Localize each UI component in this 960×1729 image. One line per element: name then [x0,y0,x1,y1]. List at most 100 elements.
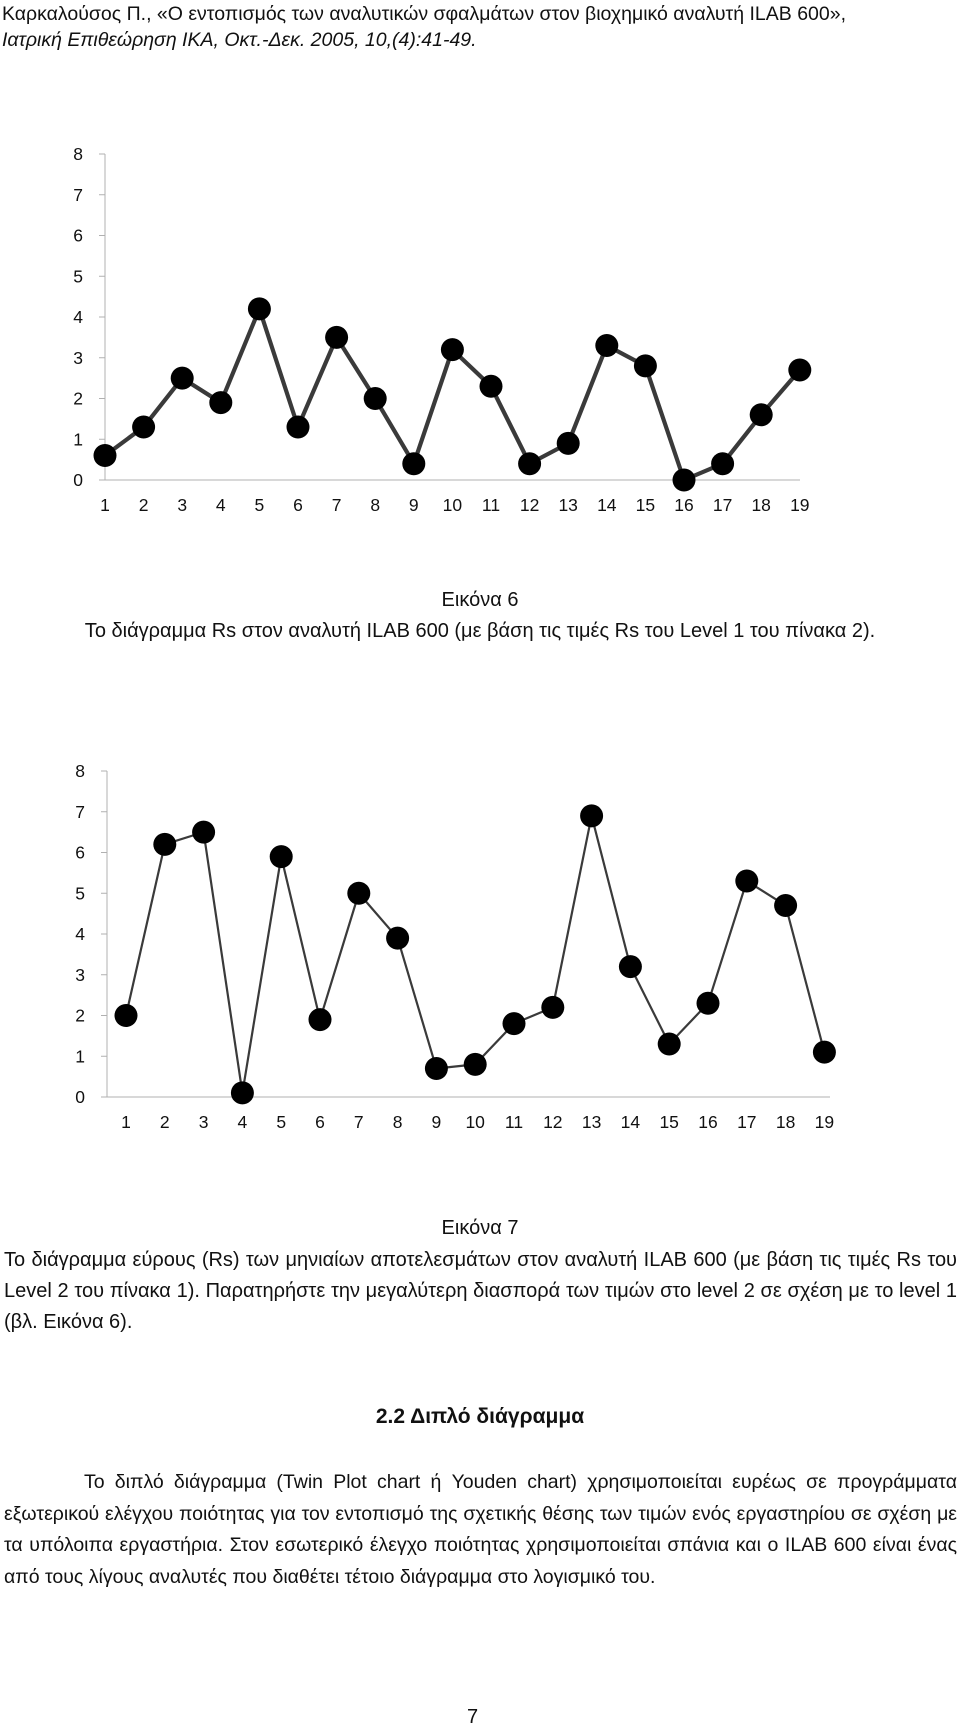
y-tick-label: 3 [73,348,83,368]
data-point [286,415,310,439]
data-point [402,452,426,476]
data-point [440,338,464,362]
data-point [192,820,216,844]
x-tick-label: 1 [100,495,110,515]
x-tick-label: 15 [659,1112,678,1132]
x-tick-label: 10 [443,495,463,515]
data-point [788,358,812,382]
data-point [153,832,177,856]
y-tick-label: 4 [75,924,85,944]
x-tick-label: 4 [238,1112,248,1132]
data-point [209,391,233,415]
data-point [672,468,696,492]
y-tick-label: 0 [73,470,83,490]
data-point [463,1052,487,1076]
figure-6-caption: Το διάγραμμα Rs στον αναλυτή ILAB 600 (μ… [84,620,876,642]
figure-7-label: Εικόνα 7 [441,1217,519,1239]
y-tick-label: 7 [75,802,85,822]
data-point [618,955,642,979]
data-point [711,452,735,476]
y-tick-label: 4 [73,307,83,327]
page-number: 7 [466,1706,479,1728]
x-tick-label: 17 [713,495,732,515]
data-point [812,1040,836,1064]
y-tick-label: 1 [73,429,83,449]
y-tick-label: 5 [75,883,85,903]
x-tick-label: 17 [737,1112,756,1132]
x-tick-label: 4 [216,495,226,515]
x-tick-label: 19 [790,495,809,515]
y-tick-label: 7 [73,185,83,205]
x-tick-label: 18 [751,495,770,515]
x-tick-label: 9 [432,1112,442,1132]
citation-line-1: Καρκαλούσος Π., «Ο εντοπισμός των αναλυτ… [2,3,847,25]
x-tick-label: 16 [674,495,693,515]
series-line [103,306,802,483]
x-tick-label: 13 [558,495,577,515]
data-point [93,444,117,468]
data-point [502,1012,526,1036]
x-tick-label: 11 [482,495,500,515]
x-tick-label: 9 [409,495,419,515]
x-tick-label: 13 [582,1112,601,1132]
y-tick-label: 8 [75,761,85,781]
section-heading: 2.2 Διπλό διάγραμμα [375,1405,585,1428]
data-point [308,1008,332,1032]
data-point [424,1056,448,1080]
x-tick-label: 15 [636,495,655,515]
data-point [580,804,604,828]
x-tick-label: 16 [698,1112,717,1132]
x-tick-label: 19 [815,1112,834,1132]
data-point [269,845,293,869]
figure-6-label: Εικόνα 6 [441,589,519,611]
y-tick-label: 8 [73,144,83,164]
y-tick-label: 1 [75,1046,85,1066]
x-tick-label: 5 [255,495,265,515]
x-tick-label: 11 [505,1112,523,1132]
data-point [774,893,798,917]
data-point [386,926,410,950]
series-line [124,814,826,1095]
data-point [541,995,565,1019]
x-tick-label: 12 [543,1112,562,1132]
y-tick-label: 6 [73,226,83,246]
y-tick-label: 6 [75,843,85,863]
y-tick-label: 3 [75,965,85,985]
data-point [657,1032,681,1056]
x-tick-label: 8 [370,495,380,515]
x-tick-label: 6 [315,1112,325,1132]
x-tick-label: 5 [276,1112,286,1132]
x-tick-label: 8 [393,1112,403,1132]
x-tick-label: 1 [121,1112,131,1132]
y-tick-label: 2 [75,1006,85,1026]
data-point [479,374,503,398]
x-tick-label: 7 [354,1112,364,1132]
data-point [114,1004,138,1027]
x-tick-label: 3 [177,495,187,515]
x-tick-label: 14 [597,495,617,515]
data-point [518,452,542,476]
data-point [749,403,773,427]
x-tick-label: 14 [621,1112,641,1132]
x-tick-label: 3 [199,1112,209,1132]
citation-line-2: Ιατρική Επιθεώρηση ΙΚΑ, Οκτ.-Δεκ. 2005, … [2,29,477,51]
data-point [132,415,156,439]
data-point [696,991,720,1015]
data-point [595,334,619,358]
data-point [325,325,349,349]
x-tick-label: 2 [139,495,149,515]
y-tick-label: 0 [75,1087,85,1107]
data-point [230,1081,254,1105]
data-point [170,366,194,390]
x-tick-label: 6 [293,495,303,515]
data-point [735,869,759,893]
data-point [247,297,271,321]
figure-7-caption: Το διάγραμμα εύρους (Rs) των μηνιαίων απ… [4,1249,957,1333]
x-tick-label: 2 [160,1112,170,1132]
data-point [633,354,657,378]
data-point [363,387,387,410]
y-tick-label: 5 [73,266,83,286]
x-tick-label: 7 [332,495,342,515]
